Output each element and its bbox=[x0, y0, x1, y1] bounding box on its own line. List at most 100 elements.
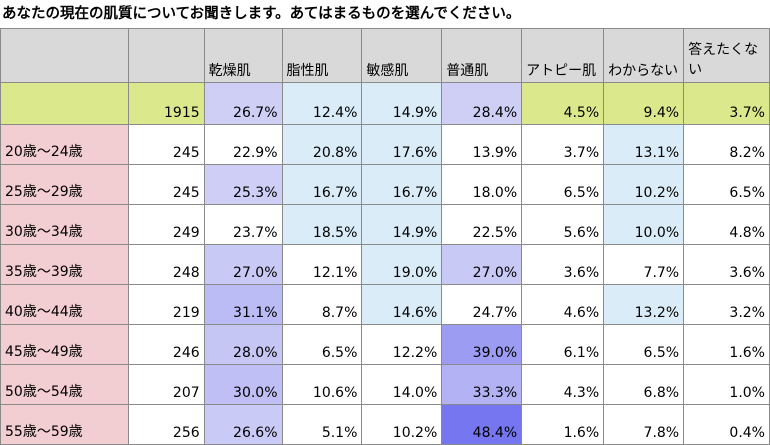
value-cell: 16.7% bbox=[361, 164, 443, 205]
value-cell: 25.3% bbox=[203, 164, 283, 205]
value-cell: 18.5% bbox=[281, 204, 363, 245]
value-cell: 23.7% bbox=[203, 204, 283, 245]
age-group-label: 40歳～44歳 bbox=[0, 284, 129, 325]
value-cell: 27.0% bbox=[203, 244, 283, 285]
value-cell: 13.9% bbox=[441, 124, 523, 165]
value-cell: 22.9% bbox=[203, 124, 283, 165]
value-cell: 7.7% bbox=[603, 244, 685, 285]
value-cell: 16.7% bbox=[281, 164, 363, 205]
value-cell: 10.2% bbox=[603, 164, 685, 205]
value-cell: 10.0% bbox=[603, 204, 685, 245]
table-row: 50歳～54歳 207 30.0% 10.6% 14.0% 33.3% 4.3% 6.8% 1.… bbox=[0, 364, 770, 405]
sample-count-cell: 219 bbox=[127, 284, 205, 325]
age-group-label: 20歳～24歳 bbox=[0, 124, 129, 165]
value-cell: 10.2% bbox=[361, 404, 443, 445]
value-cell: 6.5% bbox=[281, 324, 363, 365]
value-cell: 13.2% bbox=[603, 284, 685, 325]
value-cell: 13.1% bbox=[603, 124, 685, 165]
value-cell: 8.2% bbox=[683, 124, 770, 165]
value-cell: 3.2% bbox=[683, 284, 770, 325]
value-cell: 5.6% bbox=[521, 204, 605, 245]
total-value-cell: 14.9% bbox=[361, 82, 443, 125]
sample-count-cell: 248 bbox=[127, 244, 205, 285]
value-cell: 31.1% bbox=[203, 284, 283, 325]
column-header: 敏感肌 bbox=[361, 28, 443, 83]
value-cell: 19.0% bbox=[361, 244, 443, 285]
total-value-cell: 9.4% bbox=[603, 82, 685, 125]
value-cell: 17.6% bbox=[361, 124, 443, 165]
value-cell: 0.4% bbox=[683, 404, 770, 445]
age-group-label: 25歳～29歳 bbox=[0, 164, 129, 205]
value-cell: 3.7% bbox=[521, 124, 605, 165]
value-cell: 27.0% bbox=[441, 244, 523, 285]
age-group-label: 35歳～39歳 bbox=[0, 244, 129, 285]
value-cell: 6.1% bbox=[521, 324, 605, 365]
header-row: 乾燥肌 脂性肌 敏感肌 普通肌 アトピー肌 わからない 答えたくない bbox=[0, 28, 770, 83]
value-cell: 24.7% bbox=[441, 284, 523, 325]
total-row: 1915 26.7% 12.4% 14.9% 28.4% 4.5% 9.4% 3.7% bbox=[0, 82, 770, 125]
value-cell: 1.6% bbox=[683, 324, 770, 365]
value-cell: 6.5% bbox=[683, 164, 770, 205]
table-row: 55歳～59歳 256 26.6% 5.1% 10.2% 48.4% 1.6% 7.8% 0.4… bbox=[0, 404, 770, 445]
value-cell: 6.5% bbox=[603, 324, 685, 365]
value-cell: 39.0% bbox=[441, 324, 523, 365]
sample-count-cell: 207 bbox=[127, 364, 205, 405]
age-group-label: 45歳～49歳 bbox=[0, 324, 129, 365]
value-cell: 14.0% bbox=[361, 364, 443, 405]
sample-count-cell: 245 bbox=[127, 124, 205, 165]
total-value-cell: 3.7% bbox=[683, 82, 770, 125]
sample-count-cell: 249 bbox=[127, 204, 205, 245]
value-cell: 5.1% bbox=[281, 404, 363, 445]
total-label-cell bbox=[0, 82, 129, 125]
table-row: 25歳～29歳 245 25.3% 16.7% 16.7% 18.0% 6.5% 10.2% 6… bbox=[0, 164, 770, 205]
age-group-label: 30歳～34歳 bbox=[0, 204, 129, 245]
total-value-cell: 4.5% bbox=[521, 82, 605, 125]
value-cell: 4.3% bbox=[521, 364, 605, 405]
total-value-cell: 26.7% bbox=[203, 82, 283, 125]
table-row: 35歳～39歳 248 27.0% 12.1% 19.0% 27.0% 3.6% 7.7% 3.… bbox=[0, 244, 770, 285]
value-cell: 12.2% bbox=[361, 324, 443, 365]
table-row: 30歳～34歳 249 23.7% 18.5% 14.9% 22.5% 5.6% 10.0% 4… bbox=[0, 204, 770, 245]
skin-type-table: 乾燥肌 脂性肌 敏感肌 普通肌 アトピー肌 わからない 答えたくない 1915 26.7% 12.… bbox=[0, 28, 770, 445]
value-cell: 30.0% bbox=[203, 364, 283, 405]
age-group-label: 55歳～59歳 bbox=[0, 404, 129, 445]
value-cell: 33.3% bbox=[441, 364, 523, 405]
value-cell: 48.4% bbox=[441, 404, 523, 445]
column-header: 乾燥肌 bbox=[203, 28, 283, 83]
value-cell: 1.6% bbox=[521, 404, 605, 445]
value-cell: 4.8% bbox=[683, 204, 770, 245]
column-header: 答えたくない bbox=[683, 28, 770, 83]
value-cell: 6.8% bbox=[603, 364, 685, 405]
total-n-cell: 1915 bbox=[127, 82, 205, 125]
value-cell: 7.8% bbox=[603, 404, 685, 445]
value-cell: 26.6% bbox=[203, 404, 283, 445]
column-header: 脂性肌 bbox=[281, 28, 363, 83]
column-header: アトピー肌 bbox=[521, 28, 605, 83]
value-cell: 1.0% bbox=[683, 364, 770, 405]
page-title: あなたの現在の肌質についてお聞きします。あてはまるものを選んでください。 bbox=[2, 6, 521, 22]
value-cell: 8.7% bbox=[281, 284, 363, 325]
value-cell: 14.9% bbox=[361, 204, 443, 245]
value-cell: 3.6% bbox=[683, 244, 770, 285]
value-cell: 14.6% bbox=[361, 284, 443, 325]
column-header: 普通肌 bbox=[441, 28, 523, 83]
sample-count-cell: 245 bbox=[127, 164, 205, 205]
table-row: 20歳～24歳 245 22.9% 20.8% 17.6% 13.9% 3.7% 13.1% 8… bbox=[0, 124, 770, 165]
value-cell: 4.6% bbox=[521, 284, 605, 325]
table-row: 40歳～44歳 219 31.1% 8.7% 14.6% 24.7% 4.6% 13.2% 3.… bbox=[0, 284, 770, 325]
total-value-cell: 28.4% bbox=[441, 82, 523, 125]
total-value-cell: 12.4% bbox=[281, 82, 363, 125]
value-cell: 18.0% bbox=[441, 164, 523, 205]
header-blank-cell bbox=[0, 28, 129, 83]
header-n-cell bbox=[127, 28, 205, 83]
value-cell: 10.6% bbox=[281, 364, 363, 405]
sample-count-cell: 246 bbox=[127, 324, 205, 365]
value-cell: 20.8% bbox=[281, 124, 363, 165]
value-cell: 28.0% bbox=[203, 324, 283, 365]
sample-count-cell: 256 bbox=[127, 404, 205, 445]
value-cell: 22.5% bbox=[441, 204, 523, 245]
value-cell: 3.6% bbox=[521, 244, 605, 285]
value-cell: 12.1% bbox=[281, 244, 363, 285]
column-header: わからない bbox=[603, 28, 685, 83]
value-cell: 6.5% bbox=[521, 164, 605, 205]
